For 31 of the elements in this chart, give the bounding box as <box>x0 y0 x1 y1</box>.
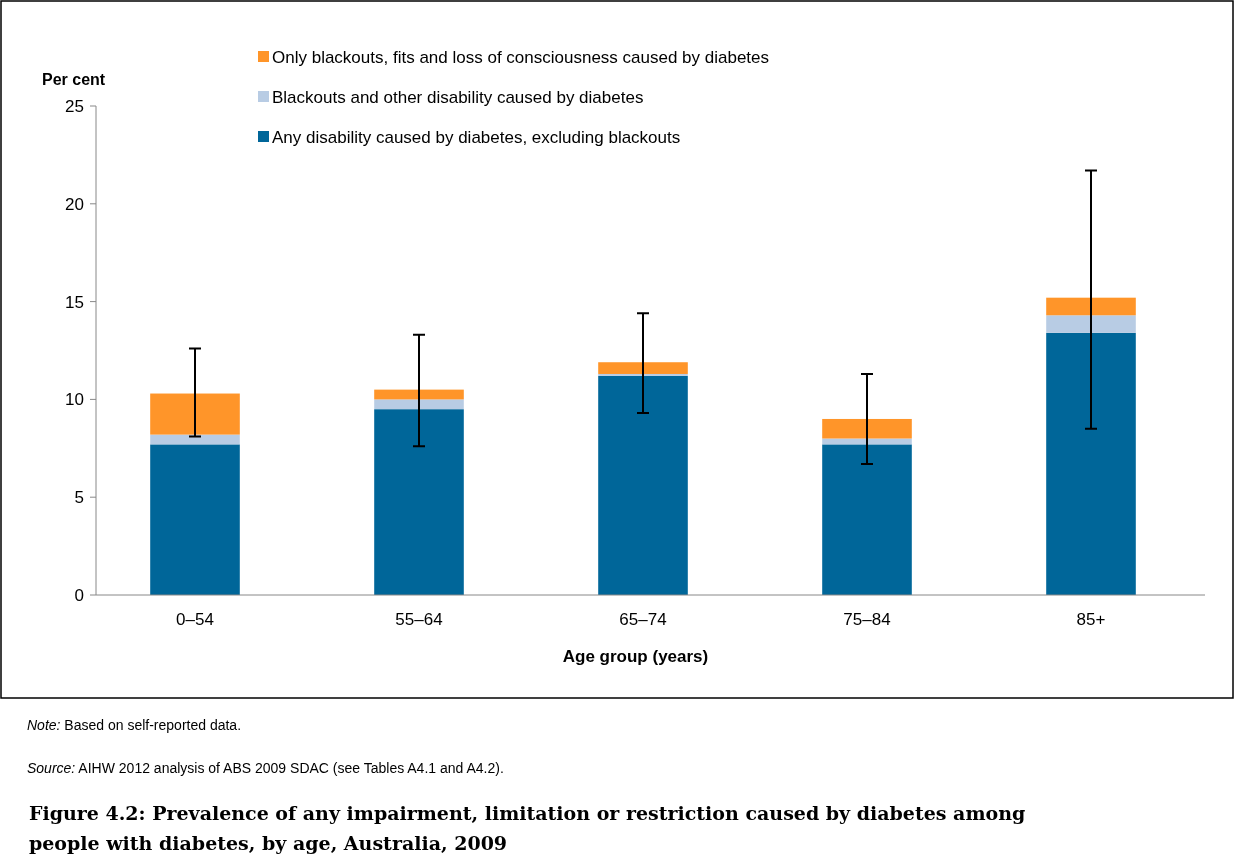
text: Figure 4.2: Prevalence of any impairment, limitation or restriction caused by diabetes among people with diabetes, by age, Australia, 2009 <box>29 802 1026 854</box>
bar <box>150 393 240 435</box>
bar <box>1046 332 1136 595</box>
bar <box>598 362 688 374</box>
source-note: Source: AIHW 2012 analysis of ABS 2009 SDAC (see Tables A4.1 and A4.2). <box>27 760 504 776</box>
x-tick-label: 65–74 <box>619 610 667 629</box>
legend-label: Blackouts and other disability caused by diabetes <box>272 87 644 107</box>
bar <box>374 389 464 400</box>
x-tick-label: 85+ <box>1076 610 1106 629</box>
x-axis-title: Age group (years) <box>562 647 709 666</box>
bar <box>1046 297 1136 316</box>
x-tick-label: 55–64 <box>395 610 443 629</box>
legend-label: Only blackouts, fits and loss of consciousness caused by diabetes <box>272 47 770 67</box>
y-tick-label: 20 <box>65 194 84 214</box>
y-tick-label: 0 <box>74 585 84 605</box>
bar <box>374 399 464 410</box>
y-tick-label: 5 <box>74 488 84 508</box>
legend-label: Any disability caused by diabetes, excluding blackouts <box>272 127 681 147</box>
x-tick-label: 75–84 <box>843 610 891 629</box>
bar <box>1046 315 1136 333</box>
y-tick-label: 25 <box>65 96 84 116</box>
y-tick-label: 15 <box>65 292 84 312</box>
x-tick-label: 0–54 <box>176 610 214 629</box>
y-axis-title: Per cent <box>42 71 106 88</box>
text: Note: Based on self-reported data. <box>27 717 242 733</box>
bar <box>598 375 688 595</box>
bar <box>374 409 464 595</box>
bar <box>822 418 912 439</box>
bar <box>150 444 240 595</box>
bar <box>822 444 912 595</box>
y-tick-label: 10 <box>65 390 84 410</box>
